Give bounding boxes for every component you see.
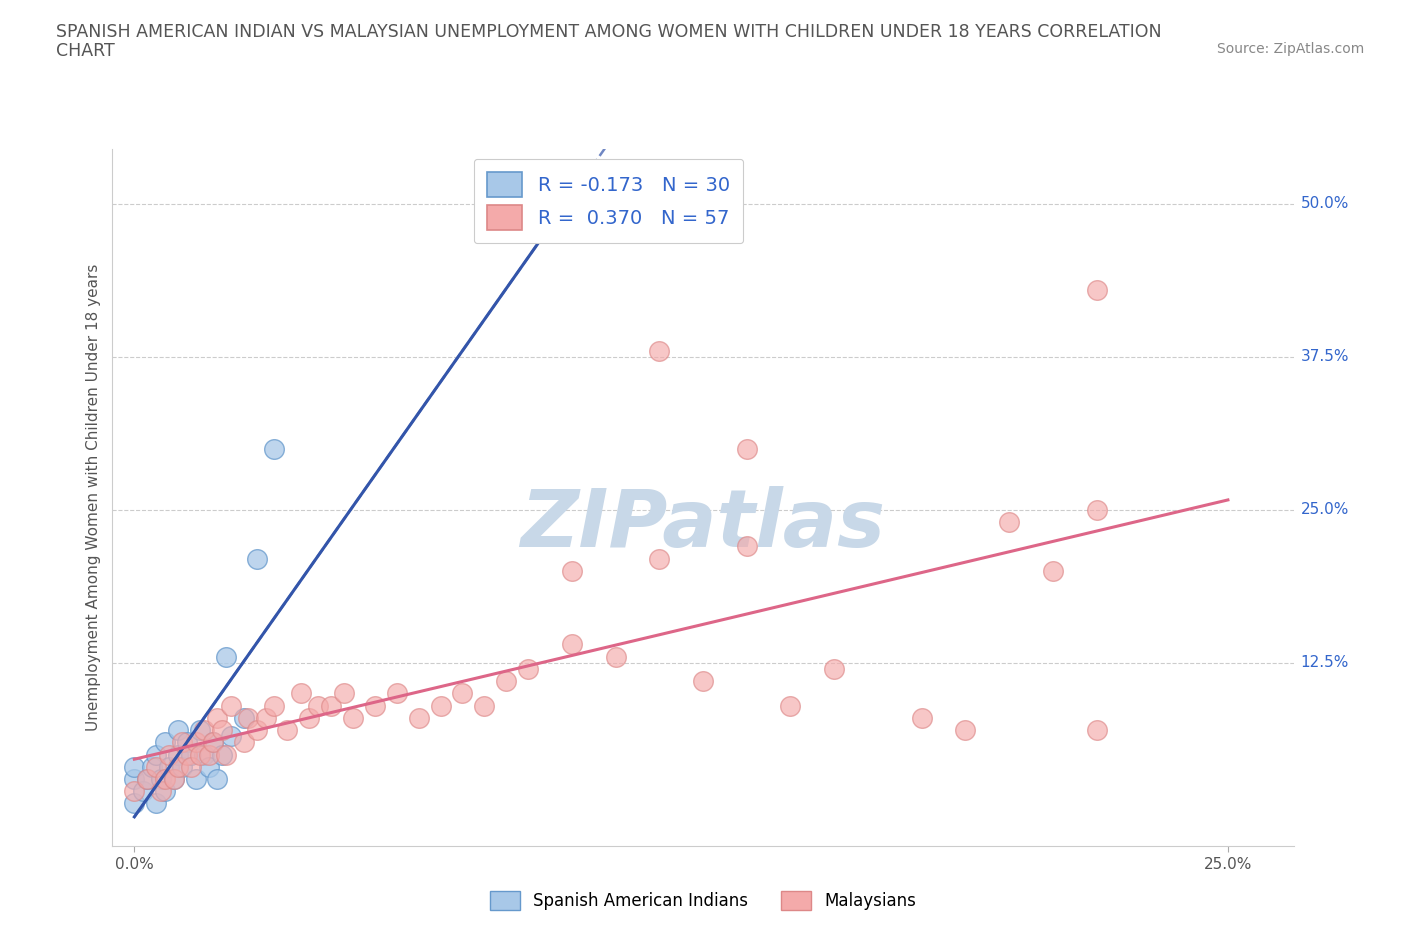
Point	[517, 661, 540, 676]
Text: 50.0%: 50.0%	[1301, 196, 1348, 211]
Point	[263, 698, 285, 713]
Point	[180, 747, 202, 762]
Point	[451, 686, 474, 701]
Point	[172, 735, 194, 750]
Point	[219, 729, 242, 744]
Point	[193, 723, 215, 737]
Y-axis label: Unemployment Among Women with Children Under 18 years: Unemployment Among Women with Children U…	[86, 264, 101, 731]
Point	[149, 772, 172, 787]
Point	[157, 747, 180, 762]
Point	[215, 747, 238, 762]
Point	[167, 747, 190, 762]
Point	[124, 772, 146, 787]
Point	[197, 759, 219, 774]
Point	[385, 686, 408, 701]
Point	[184, 772, 207, 787]
Point	[254, 711, 277, 725]
Point	[188, 747, 211, 762]
Point	[1085, 723, 1108, 737]
Point	[911, 711, 934, 725]
Legend: Spanish American Indians, Malaysians: Spanish American Indians, Malaysians	[482, 884, 924, 917]
Point	[124, 759, 146, 774]
Point	[735, 539, 758, 554]
Point	[605, 649, 627, 664]
Text: Source: ZipAtlas.com: Source: ZipAtlas.com	[1216, 42, 1364, 56]
Point	[202, 735, 225, 750]
Point	[321, 698, 343, 713]
Point	[561, 637, 583, 652]
Point	[232, 735, 254, 750]
Point	[779, 698, 801, 713]
Point	[167, 723, 190, 737]
Text: ZIPatlas: ZIPatlas	[520, 486, 886, 565]
Point	[246, 551, 269, 566]
Point	[163, 772, 186, 787]
Point	[1085, 502, 1108, 517]
Text: 25.0%: 25.0%	[1301, 502, 1348, 517]
Text: CHART: CHART	[56, 42, 115, 60]
Point	[176, 747, 198, 762]
Point	[149, 784, 172, 799]
Point	[1085, 282, 1108, 297]
Point	[145, 796, 167, 811]
Point	[955, 723, 977, 737]
Point	[197, 747, 219, 762]
Point	[157, 759, 180, 774]
Point	[153, 784, 176, 799]
Point	[153, 735, 176, 750]
Point	[124, 784, 146, 799]
Point	[207, 772, 229, 787]
Point	[202, 735, 225, 750]
Point	[307, 698, 329, 713]
Text: SPANISH AMERICAN INDIAN VS MALAYSIAN UNEMPLOYMENT AMONG WOMEN WITH CHILDREN UNDE: SPANISH AMERICAN INDIAN VS MALAYSIAN UNE…	[56, 23, 1161, 41]
Point	[145, 759, 167, 774]
Point	[236, 711, 259, 725]
Point	[141, 759, 163, 774]
Point	[648, 343, 671, 358]
Legend: R = -0.173   N = 30, R =  0.370   N = 57: R = -0.173 N = 30, R = 0.370 N = 57	[474, 158, 744, 244]
Point	[176, 735, 198, 750]
Point	[1042, 564, 1064, 578]
Point	[188, 723, 211, 737]
Point	[163, 772, 186, 787]
Point	[211, 747, 233, 762]
Point	[145, 747, 167, 762]
Point	[263, 441, 285, 456]
Text: 12.5%: 12.5%	[1301, 656, 1348, 671]
Point	[193, 747, 215, 762]
Text: 37.5%: 37.5%	[1301, 350, 1348, 365]
Point	[561, 564, 583, 578]
Point	[207, 711, 229, 725]
Point	[408, 711, 430, 725]
Point	[215, 649, 238, 664]
Point	[648, 551, 671, 566]
Point	[276, 723, 298, 737]
Point	[692, 673, 714, 688]
Point	[246, 723, 269, 737]
Point	[298, 711, 321, 725]
Point	[211, 723, 233, 737]
Point	[472, 698, 495, 713]
Point	[735, 441, 758, 456]
Point	[429, 698, 451, 713]
Point	[167, 759, 190, 774]
Point	[232, 711, 254, 725]
Point	[998, 514, 1021, 529]
Point	[364, 698, 387, 713]
Point	[219, 698, 242, 713]
Point	[153, 772, 176, 787]
Point	[495, 673, 517, 688]
Point	[180, 759, 202, 774]
Point	[342, 711, 364, 725]
Point	[136, 772, 159, 787]
Point	[136, 772, 159, 787]
Point	[124, 796, 146, 811]
Point	[132, 784, 155, 799]
Point	[184, 735, 207, 750]
Point	[290, 686, 312, 701]
Point	[333, 686, 356, 701]
Point	[823, 661, 845, 676]
Point	[172, 759, 194, 774]
